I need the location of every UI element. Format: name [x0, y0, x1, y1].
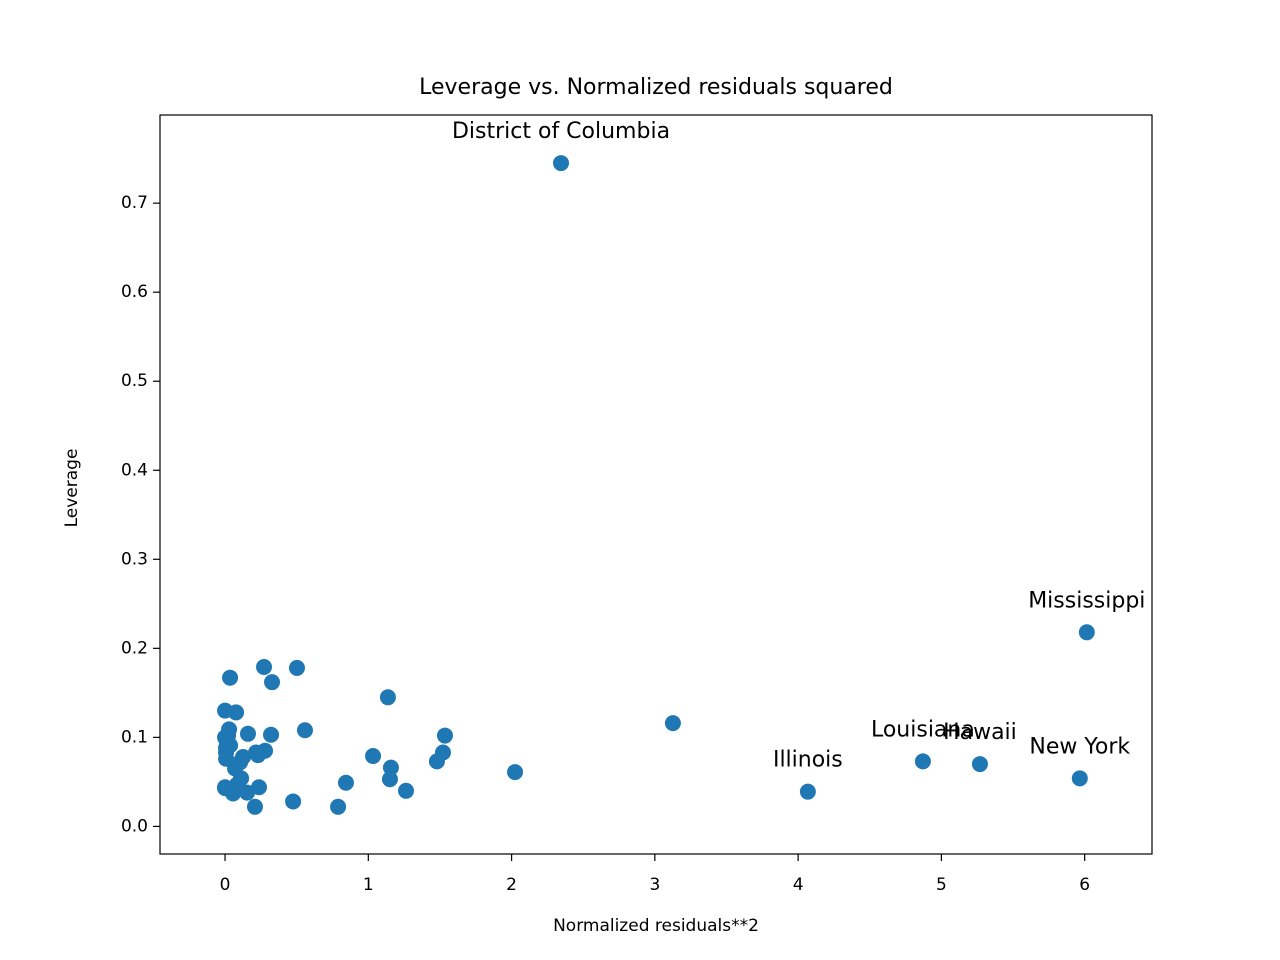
y-tick-label: 0.3: [121, 549, 148, 569]
point: [288, 659, 305, 676]
x-tick-label: 0: [220, 875, 231, 895]
y-tick-label: 0.4: [121, 460, 148, 480]
point: [381, 771, 398, 788]
x-axis-label: Normalized residuals**2: [553, 916, 759, 936]
point: [379, 689, 396, 706]
x-tick-label: 3: [649, 875, 660, 895]
point: [285, 793, 302, 810]
point: [263, 726, 280, 743]
point: [222, 669, 239, 686]
y-axis-label: Leverage: [62, 449, 82, 528]
point-label: District of Columbia: [452, 119, 670, 144]
point: [553, 155, 570, 172]
point: [1071, 770, 1088, 787]
y-tick-label: 0.1: [121, 727, 148, 747]
point: [256, 659, 273, 676]
point: [507, 764, 524, 781]
point-label: Louisiana: [871, 717, 975, 742]
x-tick-label: 1: [363, 875, 374, 895]
point: [382, 759, 399, 776]
point-label: Mississippi: [1028, 588, 1145, 613]
point: [330, 798, 347, 815]
y-tick-label: 0.2: [121, 638, 148, 658]
point: [1078, 624, 1095, 641]
plot-frame: [159, 114, 1153, 855]
point-label: Hawaii: [943, 720, 1017, 745]
point: [247, 744, 264, 761]
point: [239, 725, 256, 742]
point: [229, 776, 246, 793]
y-tick-label: 0.7: [121, 193, 148, 213]
y-tick-label: 0.5: [121, 371, 148, 391]
point: [250, 779, 267, 796]
point: [217, 779, 234, 796]
point: [264, 674, 281, 691]
point: [397, 782, 414, 799]
point: [664, 715, 681, 732]
point: [365, 748, 382, 765]
point-label: New York: [1029, 734, 1130, 759]
x-tick-label: 2: [506, 875, 517, 895]
point-label: Illinois: [773, 748, 843, 773]
point: [246, 798, 263, 815]
x-tick-label: 5: [936, 875, 947, 895]
point: [799, 783, 816, 800]
point: [337, 774, 354, 791]
point: [428, 753, 445, 770]
y-tick-label: 0.0: [121, 816, 148, 836]
point: [218, 750, 235, 767]
point: [217, 702, 234, 719]
point: [296, 722, 313, 739]
x-tick-label: 4: [793, 875, 804, 895]
point: [914, 753, 931, 770]
chart-title: Leverage vs. Normalized residuals square…: [419, 75, 893, 100]
point: [436, 727, 453, 744]
y-tick-label: 0.6: [121, 282, 148, 302]
x-tick-label: 6: [1079, 875, 1090, 895]
point: [222, 737, 239, 754]
point: [971, 756, 988, 773]
